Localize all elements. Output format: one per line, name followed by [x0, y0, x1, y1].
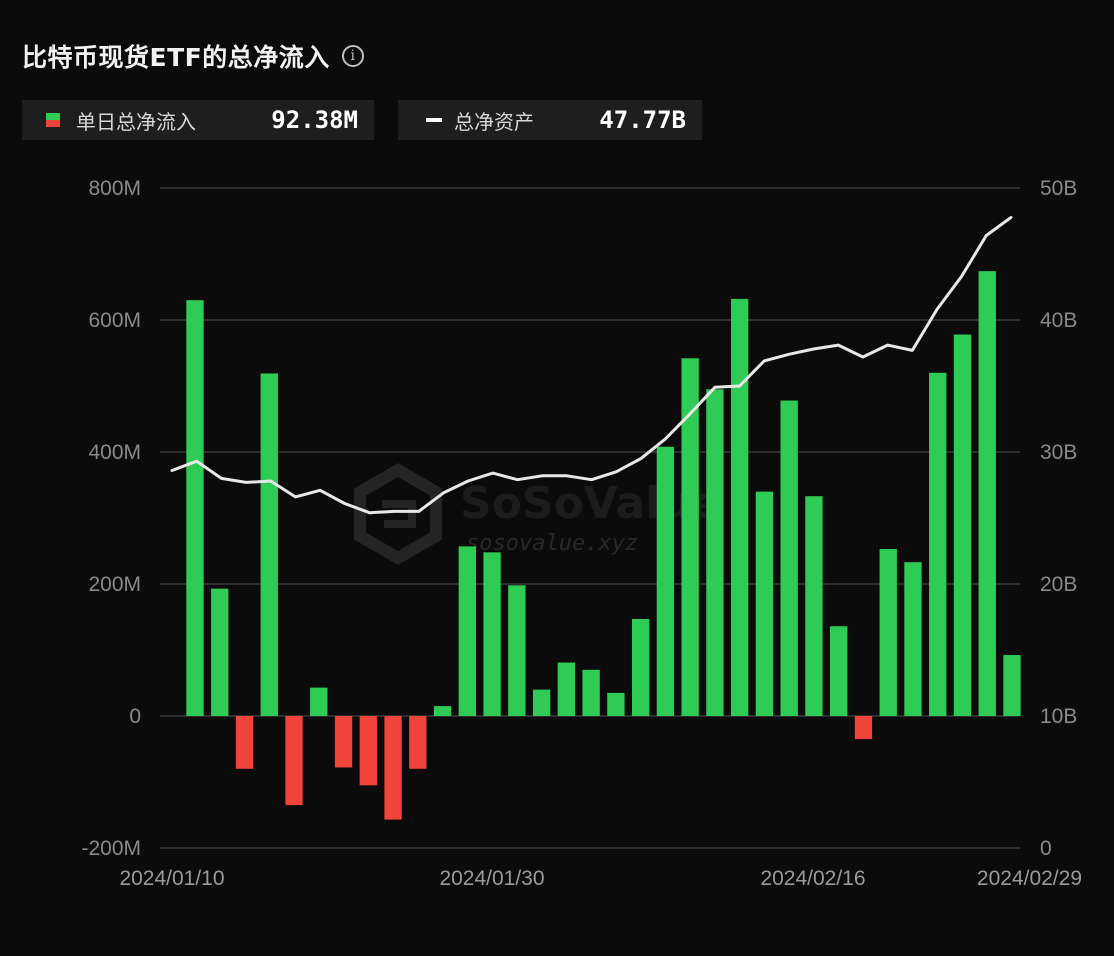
y-right-tick-label: 20B	[1040, 573, 1077, 596]
inflow-label: 单日总净流入	[76, 109, 196, 134]
y-axis-left: 800M 600M 400M 200M 0 -200M	[81, 177, 141, 860]
inflow-bars	[186, 271, 1021, 820]
inflow-bar[interactable]	[310, 687, 328, 716]
info-icon[interactable]: i	[341, 45, 364, 67]
assets-line	[170, 215, 1013, 515]
inflow-bar[interactable]	[656, 446, 675, 716]
inflow-bar[interactable]	[854, 716, 873, 740]
assets-value: 47.77B	[599, 106, 686, 134]
inflow-bar[interactable]	[904, 562, 922, 716]
y-axis-right: 50B 40B 30B 20B 10B 0	[1040, 177, 1077, 860]
inflow-bar[interactable]	[731, 298, 749, 716]
inflow-bar[interactable]	[409, 716, 427, 769]
inflow-bar[interactable]	[532, 689, 551, 716]
inflow-bar[interactable]	[681, 358, 699, 716]
x-tick-label: 2024/02/16	[760, 867, 865, 890]
assets-line-swatch-icon	[426, 118, 442, 122]
inflow-bar[interactable]	[235, 716, 254, 769]
inflow-bar[interactable]	[211, 588, 229, 716]
inflow-bar[interactable]	[285, 716, 303, 806]
inflow-bar[interactable]	[830, 626, 848, 716]
y-left-tick-label: 600M	[88, 309, 141, 332]
sosovalue-logo-icon	[354, 463, 442, 565]
inflow-bar[interactable]	[186, 300, 204, 716]
watermark-url: sosovalue.xyz	[466, 531, 638, 556]
inflow-bar[interactable]	[755, 491, 774, 716]
y-right-tick-label: 30B	[1040, 441, 1077, 464]
y-left-tick-label: 400M	[88, 441, 141, 464]
inflow-bar[interactable]	[483, 552, 501, 716]
inflow-bar[interactable]	[508, 585, 526, 716]
inflow-bar[interactable]	[631, 618, 650, 716]
watermark: SoSoValue sosovalue.xyz	[354, 463, 721, 565]
y-left-tick-label: 0	[129, 705, 141, 728]
inflow-value: 92.38M	[271, 106, 358, 134]
inflow-bar[interactable]	[953, 334, 972, 716]
x-axis: 2024/01/10 2024/01/30 2024/02/16 2024/02/29	[119, 867, 1082, 890]
x-tick-label: 2024/01/30	[439, 867, 544, 890]
assets-label: 总净资产	[454, 109, 534, 134]
y-right-tick-label: 0	[1040, 837, 1052, 860]
y-left-tick-label: -200M	[81, 837, 141, 860]
legend-assets[interactable]: 总净资产 47.77B	[398, 100, 702, 140]
inflow-bar[interactable]	[458, 546, 476, 716]
x-tick-label: 2024/01/10	[119, 867, 224, 890]
y-left-tick-label: 800M	[88, 177, 141, 200]
inflow-bar[interactable]	[706, 389, 724, 716]
inflow-bar[interactable]	[978, 271, 996, 716]
inflow-bar[interactable]	[334, 716, 353, 768]
legend-inflow[interactable]: 单日总净流入 92.38M	[22, 100, 374, 140]
grid	[160, 187, 1020, 849]
y-right-tick-label: 50B	[1040, 177, 1077, 200]
inflow-swatch-icon	[46, 113, 60, 127]
inflow-bar[interactable]	[929, 372, 947, 716]
y-right-tick-label: 10B	[1040, 705, 1077, 728]
x-tick-label: 2024/02/29	[977, 867, 1082, 890]
inflow-bar[interactable]	[582, 669, 600, 716]
chart-title: 比特币现货ETF的总净流入	[22, 43, 330, 72]
inflow-bar[interactable]	[805, 496, 823, 716]
inflow-bar[interactable]	[384, 716, 402, 820]
y-right-tick-label: 40B	[1040, 309, 1077, 332]
inflow-bar[interactable]	[557, 662, 576, 716]
watermark-name: SoSoValue	[460, 478, 721, 529]
title-row: 比特币现货ETF的总净流入 i	[22, 38, 364, 74]
y-left-tick-label: 200M	[88, 573, 141, 596]
inflow-bar[interactable]	[780, 400, 798, 716]
inflow-bar[interactable]	[260, 373, 278, 716]
inflow-bar[interactable]	[433, 706, 452, 716]
inflow-bar[interactable]	[607, 692, 625, 716]
inflow-bar[interactable]	[359, 716, 377, 786]
inflow-bar[interactable]	[879, 549, 897, 716]
inflow-bar[interactable]	[1003, 655, 1021, 716]
